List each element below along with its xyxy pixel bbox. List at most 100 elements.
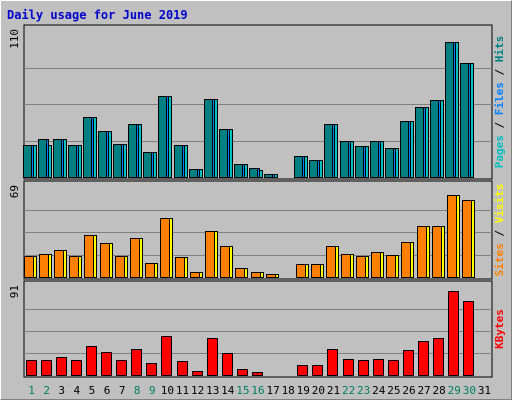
side-label-part-visits-sites-2: Visits [493, 184, 506, 224]
bar-kbytes-s1-day-21 [327, 349, 338, 376]
x-tick-label-13: 13 [206, 384, 219, 397]
x-tick-label-1: 1 [28, 384, 35, 397]
x-tick-label-7: 7 [119, 384, 126, 397]
bar-kbytes-s1-day-9 [146, 363, 157, 376]
bar-visits-sites-s2-day-28 [432, 226, 442, 278]
bar-kbytes-s1-day-19 [297, 365, 308, 376]
x-tick-label-21: 21 [327, 384, 340, 397]
bar-hits-files-pages-s3-day-2 [38, 139, 47, 178]
side-label-hits-files-pages: Pages / Files / Hits [493, 36, 506, 169]
x-tick-label-30: 30 [463, 384, 476, 397]
bar-hits-files-pages-s3-day-11 [174, 145, 183, 178]
bar-kbytes-s1-day-23 [358, 360, 369, 376]
x-tick-label-23: 23 [357, 384, 370, 397]
side-label-part-hits-files-pages-4: Hits [493, 36, 506, 63]
bar-visits-sites-s2-day-6 [100, 243, 110, 278]
bar-hits-files-pages-s3-day-28 [430, 100, 439, 178]
side-label-visits-sites: Sites / Visits [493, 184, 506, 277]
bar-visits-sites-s2-day-12 [190, 272, 200, 278]
side-label-part-hits-files-pages-3: / [493, 62, 506, 82]
bar-hits-files-pages-s3-day-27 [415, 107, 424, 178]
bar-visits-sites-s2-day-23 [356, 256, 366, 278]
bar-kbytes-s1-day-13 [207, 338, 218, 376]
x-tick-label-8: 8 [134, 384, 141, 397]
bar-visits-sites-s2-day-7 [115, 256, 125, 278]
x-tick-label-3: 3 [58, 384, 65, 397]
bar-hits-files-pages-s3-day-19 [294, 156, 303, 178]
bar-hits-files-pages-s3-day-23 [355, 146, 364, 178]
bar-hits-files-pages-s3-day-26 [400, 121, 409, 178]
bar-hits-files-pages-s3-day-29 [445, 42, 454, 178]
bar-hits-files-pages-s3-day-24 [370, 141, 379, 178]
bar-hits-files-pages-s3-day-22 [340, 141, 349, 178]
chart-title: Daily usage for June 2019 [7, 8, 188, 22]
bar-hits-files-pages-s3-day-5 [83, 117, 92, 178]
bar-hits-files-pages-s3-day-3 [53, 139, 62, 178]
bar-kbytes-s1-day-12 [192, 371, 203, 376]
bar-hits-files-pages-s3-day-1 [23, 145, 32, 178]
x-tick-label-20: 20 [312, 384, 325, 397]
bar-visits-sites-s2-day-16 [251, 272, 261, 278]
bar-visits-sites-s2-day-22 [341, 254, 351, 278]
bar-visits-sites-s2-day-2 [39, 254, 49, 278]
side-label-part-hits-files-pages-2: Files [493, 82, 506, 115]
ymax-label-hits-files-pages: 110 [8, 29, 21, 49]
bar-visits-sites-s2-day-11 [175, 257, 185, 278]
bar-visits-sites-s2-day-5 [84, 235, 94, 278]
bar-visits-sites-s2-day-21 [326, 246, 336, 278]
x-tick-label-19: 19 [297, 384, 310, 397]
bar-kbytes-s1-day-15 [237, 369, 248, 376]
side-label-part-hits-files-pages-1: / [493, 115, 506, 135]
bar-kbytes-s1-day-27 [418, 341, 429, 376]
side-label-part-kbytes-0: KBytes [493, 309, 506, 349]
x-tick-label-16: 16 [251, 384, 264, 397]
bar-visits-sites-s2-day-26 [401, 242, 411, 278]
bar-visits-sites-s2-day-8 [130, 238, 140, 278]
x-tick-label-12: 12 [191, 384, 204, 397]
bar-visits-sites-s2-day-20 [311, 264, 321, 278]
bar-hits-files-pages-s3-day-25 [385, 148, 394, 178]
bar-hits-files-pages-s3-day-21 [324, 124, 333, 178]
bar-visits-sites-s2-day-9 [145, 263, 155, 278]
side-label-kbytes: KBytes [493, 309, 506, 349]
bar-kbytes-s1-day-29 [448, 291, 459, 376]
bar-kbytes-s1-day-24 [373, 359, 384, 376]
bar-kbytes-s1-day-26 [403, 350, 414, 376]
x-tick-label-14: 14 [221, 384, 235, 397]
x-tick-label-24: 24 [372, 384, 386, 397]
bar-hits-files-pages-s3-day-17 [264, 174, 273, 178]
x-tick-label-29: 29 [448, 384, 461, 397]
bar-kbytes-s1-day-7 [116, 360, 127, 376]
x-tick-label-9: 9 [149, 384, 156, 397]
bar-visits-sites-s2-day-1 [24, 256, 34, 278]
ymax-label-kbytes: 91 [8, 285, 21, 298]
bar-visits-sites-s2-day-19 [296, 264, 306, 278]
x-tick-label-11: 11 [176, 384, 189, 397]
bar-hits-files-pages-s3-day-13 [204, 99, 213, 178]
bar-hits-files-pages-s3-day-20 [309, 160, 318, 178]
x-tick-label-18: 18 [282, 384, 295, 397]
bar-kbytes-s1-day-20 [312, 365, 323, 376]
bar-kbytes-s1-day-3 [56, 357, 67, 376]
bar-kbytes-s1-day-8 [131, 349, 142, 376]
bar-kbytes-s1-day-28 [433, 338, 444, 376]
bar-visits-sites-s2-day-24 [371, 252, 381, 278]
bar-kbytes-s1-day-30 [463, 301, 474, 376]
bar-kbytes-s1-day-22 [343, 359, 354, 376]
x-tick-label-28: 28 [433, 384, 446, 397]
bar-kbytes-s1-day-25 [388, 360, 399, 376]
bar-visits-sites-s2-day-27 [417, 226, 427, 278]
bar-hits-files-pages-s3-day-15 [234, 164, 243, 178]
bar-hits-files-pages-s3-day-4 [68, 145, 77, 178]
bar-visits-sites-s2-day-30 [462, 200, 472, 278]
x-tick-label-6: 6 [104, 384, 111, 397]
x-tick-label-15: 15 [236, 384, 249, 397]
bar-visits-sites-s2-day-17 [266, 274, 276, 278]
bar-hits-files-pages-s3-day-14 [219, 129, 228, 178]
side-label-part-visits-sites-0: Sites [493, 243, 506, 276]
bar-kbytes-s1-day-11 [177, 361, 188, 376]
bar-visits-sites-s2-day-29 [447, 195, 457, 278]
bar-hits-files-pages-s3-day-10 [158, 96, 167, 178]
bar-visits-sites-s2-day-25 [386, 255, 396, 278]
